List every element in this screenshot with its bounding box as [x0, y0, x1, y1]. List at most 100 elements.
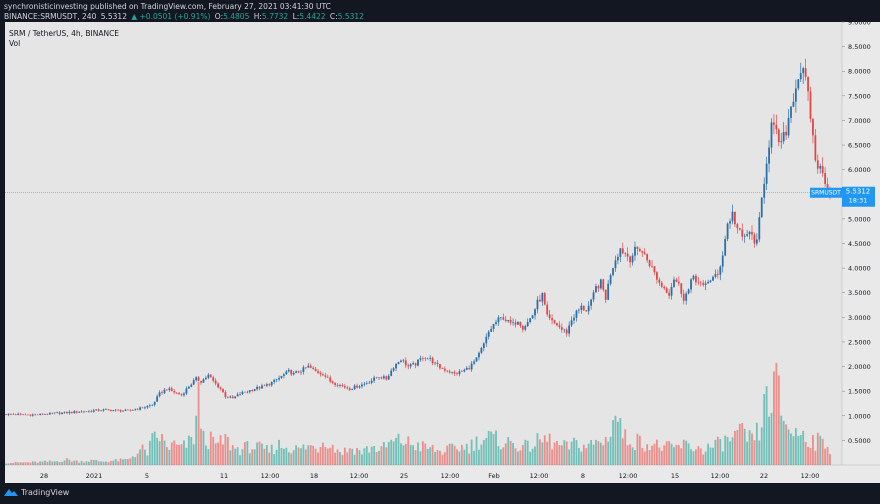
candle-body	[653, 266, 656, 273]
candle-body	[163, 389, 166, 394]
candle-body	[183, 393, 185, 396]
open-label: O:	[214, 12, 224, 21]
candle-body	[560, 327, 563, 330]
volume-bar	[751, 433, 753, 465]
candle-body	[648, 260, 651, 267]
volume-bar	[704, 451, 707, 465]
candle-body	[124, 409, 127, 411]
volume-bar	[392, 441, 395, 465]
candle-body	[275, 379, 278, 381]
price-tick-label: 4.5000	[848, 240, 871, 248]
candle-body	[126, 409, 129, 411]
volume-bar	[419, 451, 422, 465]
candle-body	[707, 281, 710, 284]
candle-body	[105, 409, 107, 410]
volume-bar	[485, 438, 488, 465]
volume-bar	[361, 454, 363, 465]
volume-bar	[283, 448, 285, 465]
volume-bar	[653, 443, 656, 465]
volume-bar	[244, 442, 246, 465]
candle-body	[524, 326, 527, 330]
price-axis[interactable]	[842, 22, 880, 465]
volume-bar	[126, 459, 129, 465]
time-axis[interactable]	[5, 465, 880, 483]
volume-bar	[319, 446, 322, 465]
time-tick-label: 18	[310, 472, 318, 480]
volume-bar	[587, 443, 590, 465]
volume-bar	[724, 435, 727, 465]
volume-bar	[592, 444, 595, 465]
candle-body	[421, 358, 424, 359]
brand-label[interactable]: TradingView	[21, 488, 70, 497]
volume-bar	[358, 450, 361, 465]
volume-bar	[709, 447, 712, 465]
candle-body	[697, 282, 700, 283]
candle-body	[212, 377, 215, 381]
candle-body	[821, 165, 824, 174]
volume-bar	[270, 444, 273, 465]
candle-body	[331, 381, 334, 384]
candle-body	[736, 224, 739, 229]
candle-body	[404, 360, 407, 366]
time-tick-label: 12:00	[801, 472, 820, 480]
volume-bar	[70, 461, 73, 465]
price-tag-name-bg	[810, 187, 842, 198]
price-tick-label: 6.5000	[848, 142, 871, 150]
volume-bar	[614, 415, 617, 465]
volume-bar	[268, 452, 271, 465]
volume-bar	[226, 436, 229, 465]
volume-bar	[573, 437, 575, 465]
volume-bar	[531, 448, 534, 465]
candle-body	[178, 392, 180, 395]
candle-body	[748, 231, 751, 235]
volume-bar	[105, 461, 107, 465]
volume-bar	[692, 451, 695, 465]
symbol-label[interactable]: BINANCE:SRMUSDT, 240	[4, 12, 97, 21]
candle-body	[68, 411, 71, 414]
price-tick-label: 0.5000	[848, 437, 871, 445]
candle-body	[755, 239, 758, 244]
candle-body	[480, 347, 483, 353]
candle-body	[660, 282, 663, 287]
candle-body	[343, 386, 346, 388]
volume-bar	[307, 445, 310, 465]
candle-body	[144, 407, 146, 409]
price-tick-label: 8.5000	[848, 43, 871, 51]
candle-body	[460, 371, 463, 372]
candle-body	[168, 388, 171, 390]
volume-bar	[580, 451, 583, 465]
volume-bar	[295, 445, 298, 465]
volume-bar	[107, 462, 110, 465]
candle-body	[229, 396, 232, 398]
candle-body	[392, 368, 395, 371]
volume-bar	[656, 439, 658, 465]
candle-body	[75, 411, 78, 413]
candle-body	[12, 414, 15, 415]
price-tick-label: 2.0000	[848, 363, 871, 371]
low-value: 5.4422	[299, 12, 326, 21]
candle-body	[173, 390, 176, 393]
candle-body	[556, 322, 558, 326]
volume-bar	[721, 451, 724, 465]
volume-bar	[63, 460, 66, 465]
candle-body	[400, 360, 402, 363]
volume-bar	[714, 439, 717, 465]
candle-body	[202, 379, 205, 383]
candle-body	[526, 322, 529, 327]
volume-bar	[29, 462, 32, 465]
volume-bar	[502, 447, 505, 465]
volume-bar	[648, 450, 651, 465]
plot-area[interactable]	[5, 22, 842, 465]
volume-bar	[460, 444, 463, 465]
legend-vol[interactable]: Vol	[9, 39, 20, 48]
candle-body	[373, 377, 376, 381]
candle-body	[712, 276, 714, 281]
candle-body	[538, 299, 541, 302]
candle-body	[634, 246, 636, 256]
candle-body	[587, 305, 590, 312]
candle-body	[758, 217, 761, 240]
volume-bar	[534, 446, 536, 465]
volume-bar	[90, 459, 93, 465]
volume-bar	[402, 445, 405, 465]
